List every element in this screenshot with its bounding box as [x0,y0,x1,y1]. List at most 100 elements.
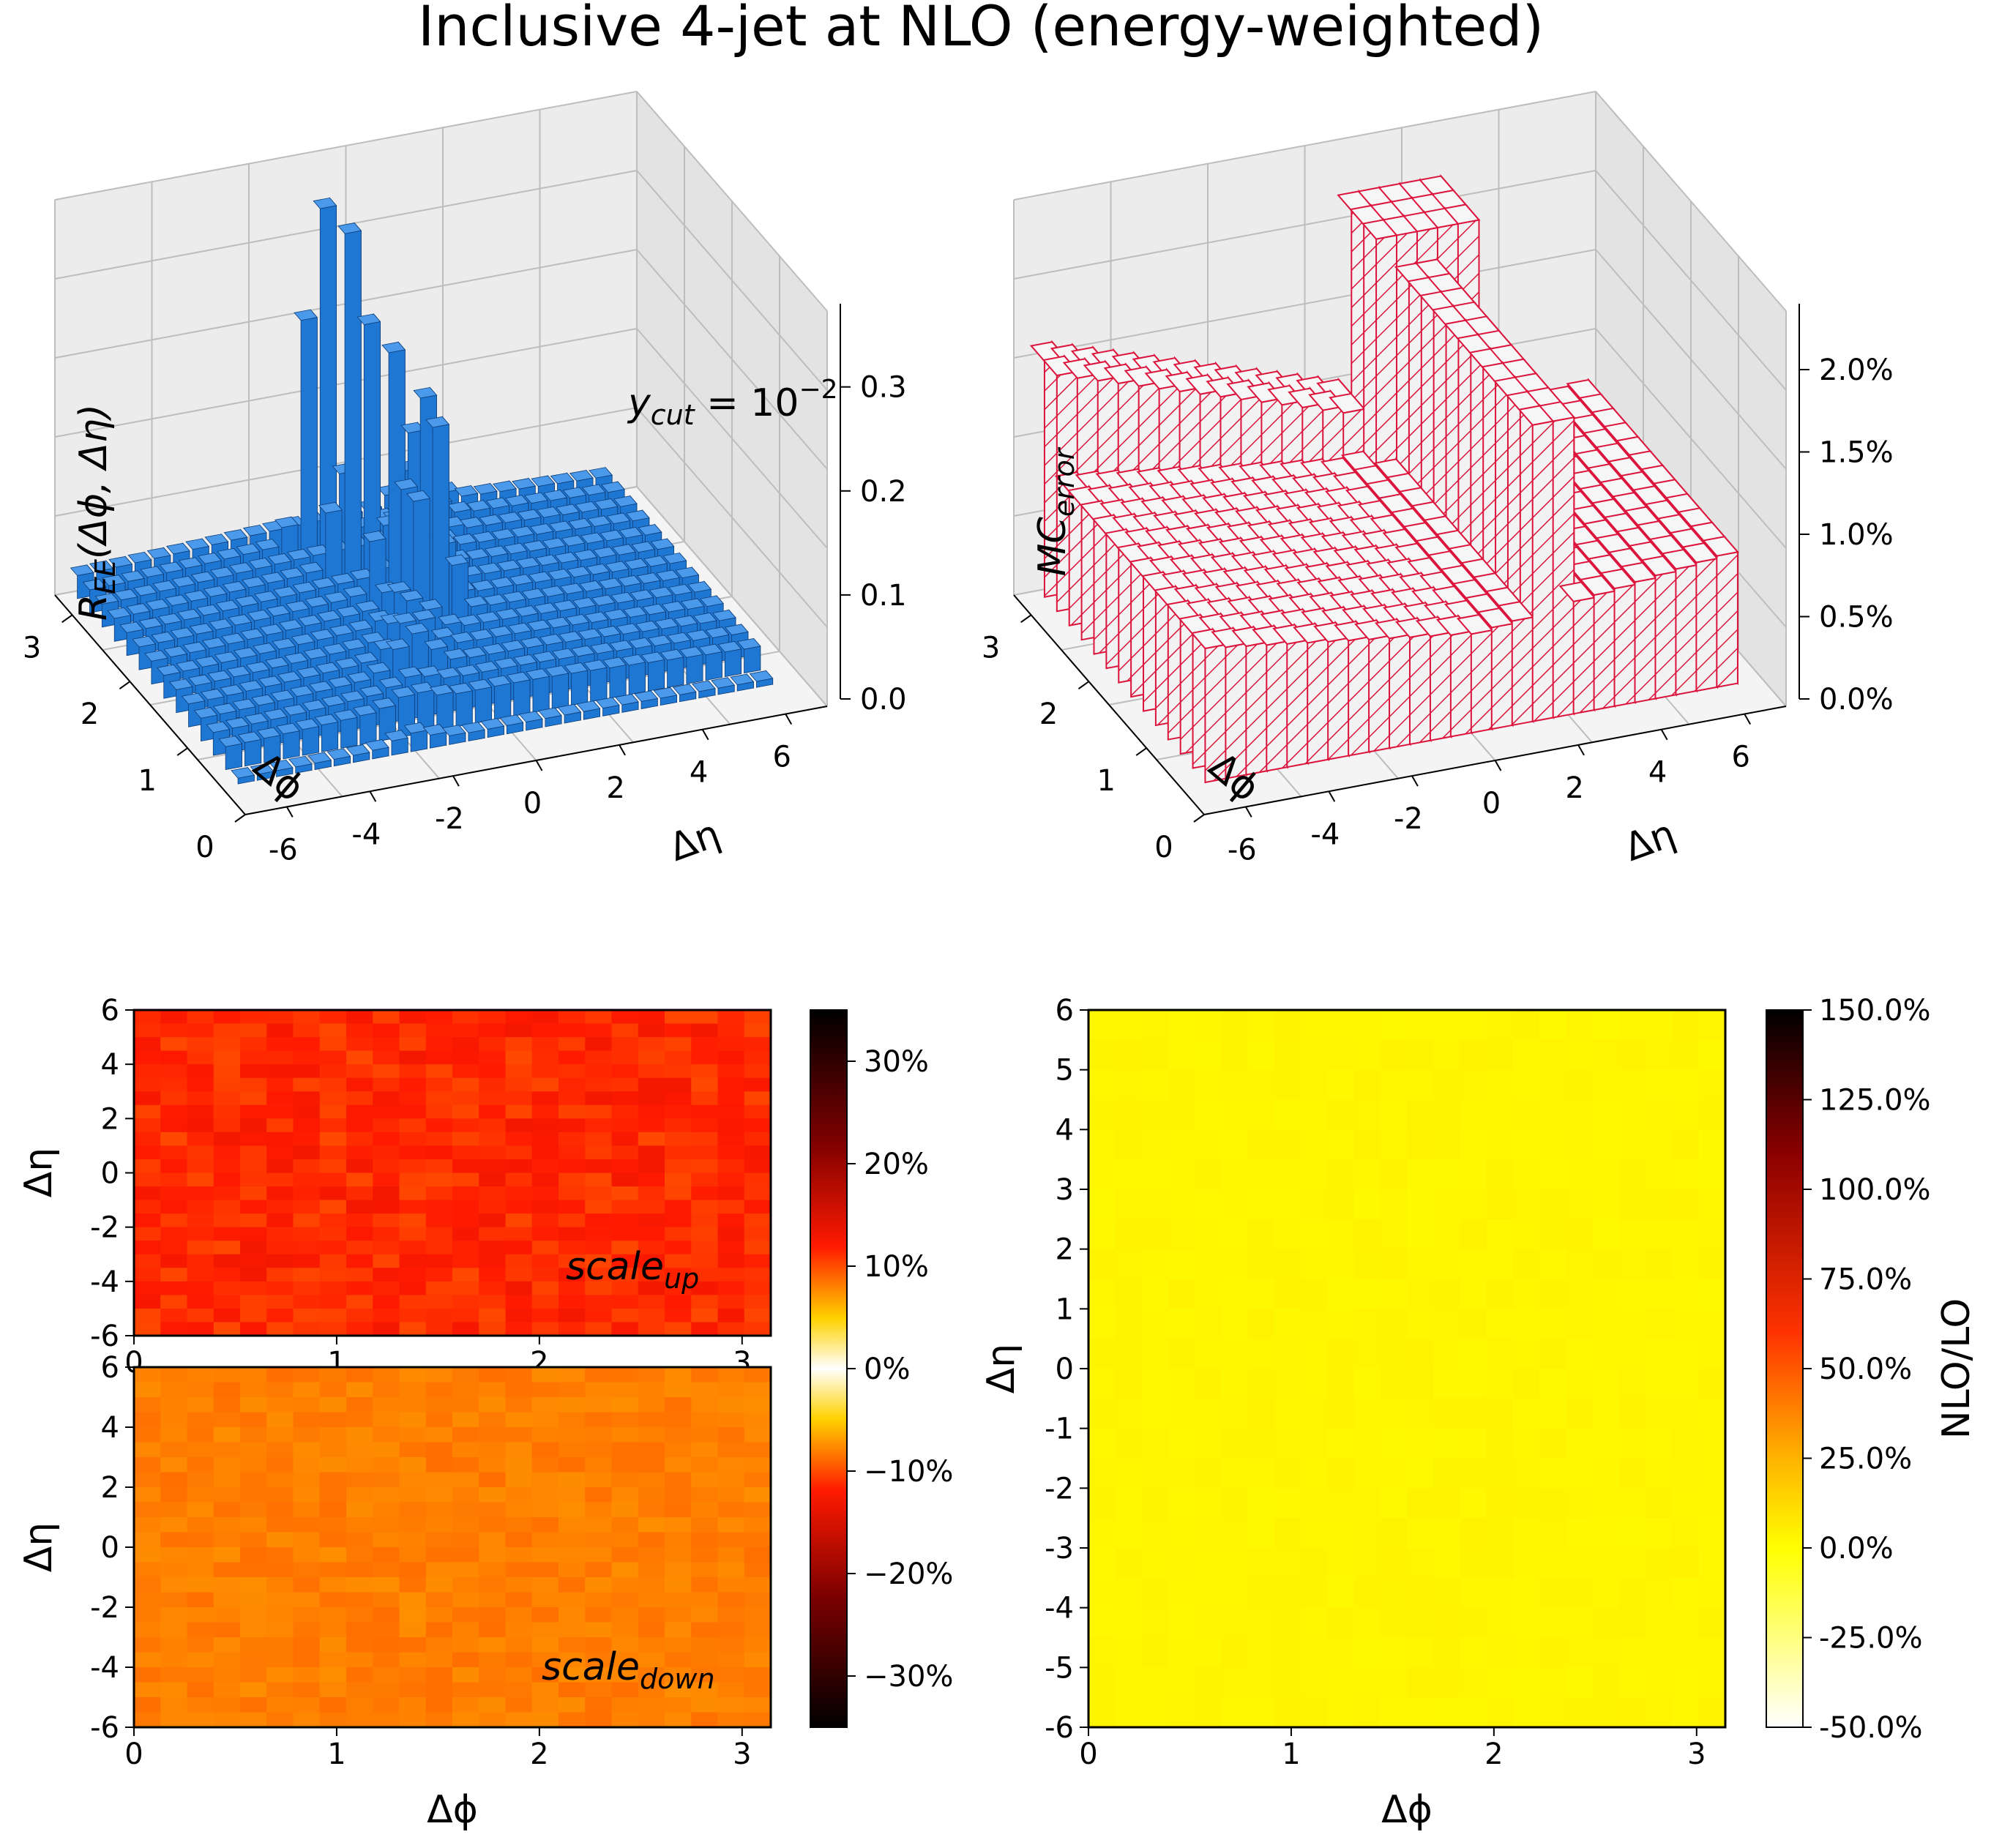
heatmap-cell [505,1622,533,1638]
heatmap-cell [1539,1339,1567,1369]
heatmap-cell [717,1472,745,1488]
heatmap-cell [1539,1069,1567,1101]
heatmap-cell [1539,1309,1567,1339]
heatmap-cell [346,1457,373,1473]
heatmap-cell [505,1118,533,1133]
heatmap-cell [373,1412,400,1428]
heatmap-cell [611,1091,639,1106]
heatmap-cell [319,1577,347,1593]
colorbar-tick-label: -50.0% [1819,1711,1923,1745]
heatmap-cell [1327,1099,1355,1130]
heatmap-cell [1353,1607,1381,1639]
bar [237,730,262,767]
heatmap-cell [399,1712,427,1728]
bar [506,671,531,717]
y-tick-label: 2 [101,1102,119,1136]
heatmap-cell [452,1427,479,1443]
heatmap-cell [1698,1309,1726,1339]
heatmap-cell [1168,1369,1195,1399]
heatmap-cell [160,1502,188,1518]
heatmap-cell [1141,1667,1169,1698]
heatmap-cell [399,1427,427,1443]
heatmap-cell [559,1577,586,1593]
heatmap-cell [717,1577,745,1593]
heatmap-cell [213,1145,241,1160]
heatmap-cell [559,1622,586,1638]
heatmap-cell [452,1241,479,1255]
heatmap-cell [585,1562,613,1578]
heatmap-cell [479,1607,507,1623]
heatmap-cell [585,1667,613,1683]
heatmap-cell [691,1227,719,1241]
bar [391,686,416,738]
heatmap-cell [373,1472,400,1488]
heatmap-cell [1195,1010,1222,1041]
heatmap-cell [293,1457,321,1473]
heatmap-cell [1141,1607,1169,1639]
heatmap-cell [1407,1577,1434,1609]
heatmap-cell [665,1487,692,1503]
heatmap-cell [1566,1488,1594,1519]
heatmap-cell [1221,1159,1249,1190]
heatmap-cell [1274,1428,1301,1459]
heatmap-cell [531,1547,559,1563]
heatmap-cell [1221,1577,1249,1609]
heatmap-cell [1247,1010,1275,1041]
heatmap-cell [1486,1577,1514,1609]
heatmap-cell [1433,1010,1461,1041]
heatmap-cell [373,1186,400,1201]
heatmap-cell [1407,1488,1434,1519]
heatmap-cell [373,1295,400,1309]
heatmap-cell [399,1397,427,1413]
heatmap-cell [559,1186,586,1201]
heatmap-cell [505,1442,533,1458]
heatmap-cell [1407,1398,1434,1429]
colorbar-label: NLO/LO [1935,1298,1979,1440]
heatmap-cell [1619,1398,1646,1429]
heatmap-cell [559,1295,586,1309]
heatmap-cell [1141,1548,1169,1579]
heatmap-cell [611,1145,639,1160]
heatmap-cell [665,1077,692,1092]
heatmap-cell [452,1037,479,1052]
heatmap-cell [187,1622,214,1638]
heatmap-cell [1221,1607,1249,1639]
heatmap-cell [134,1010,161,1025]
heatmap-cell [293,1712,321,1728]
heatmap-cell [559,1442,586,1458]
heatmap-cell [1247,1129,1275,1160]
heatmap-cell [1646,1607,1673,1639]
heatmap-cell [399,1562,427,1578]
heatmap-cell [531,1172,559,1187]
heatmap-cell [160,1412,188,1428]
heatmap-cell [399,1213,427,1228]
heatmap-cell [505,1104,533,1119]
heatmap-cell [187,1517,214,1533]
heatmap-cell [611,1412,639,1428]
heatmap-cell [1592,1518,1620,1549]
heatmap-cell [452,1547,479,1563]
heatmap-cell [505,1268,533,1282]
heatmap-cell [1672,1518,1700,1549]
bar [288,755,313,774]
heatmap-cell [319,1397,347,1413]
heatmap-cell [638,1652,665,1668]
y-tick-label: -4 [90,1651,119,1685]
heatmap-cell [160,1308,188,1323]
heatmap-cell [293,1427,321,1443]
xlabel: Δϕ [427,1788,478,1832]
heatmap-cell [373,1532,400,1548]
heatmap-cell [1566,1249,1594,1280]
bar [1681,541,1719,692]
heatmap-cell [479,1427,507,1443]
heatmap-cell [1115,1607,1143,1639]
heatmap-cell [1646,1099,1673,1130]
colorbar-tick-label: 0% [864,1353,910,1386]
heatmap-cell [187,1367,214,1383]
heatmap-cell [346,1145,373,1160]
heatmap-cell [505,1472,533,1488]
colorbar-tick-label: -25.0% [1819,1622,1923,1656]
heatmap-cell [479,1254,507,1268]
heatmap-cell [1088,1339,1116,1369]
